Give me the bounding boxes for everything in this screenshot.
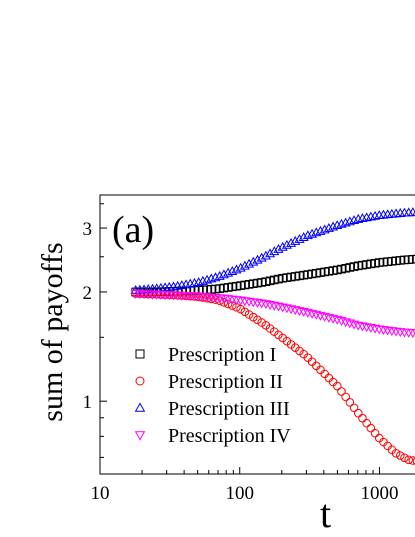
legend-marker — [134, 431, 146, 441]
panel-label: (a) — [112, 209, 154, 251]
data-point — [223, 299, 233, 309]
data-point — [408, 456, 415, 465]
legend-label: Prescription III — [168, 398, 290, 420]
data-point — [332, 315, 343, 325]
data-point — [353, 408, 363, 418]
legend-marker — [135, 349, 145, 359]
series-4 — [130, 289, 415, 339]
data-point — [404, 455, 413, 465]
data-point — [302, 230, 313, 240]
data-point — [336, 317, 347, 326]
data-point — [248, 256, 259, 266]
y-tick-label: 1 — [83, 392, 93, 413]
data-point — [197, 275, 208, 285]
data-point — [286, 237, 297, 247]
data-point — [323, 222, 334, 232]
data-point — [202, 274, 213, 284]
data-point — [193, 277, 204, 287]
data-point — [395, 451, 405, 460]
data-point — [341, 392, 350, 402]
legend-label: Prescription II — [168, 371, 283, 393]
data-point — [349, 320, 360, 330]
data-point — [344, 216, 355, 226]
data-point — [345, 398, 355, 407]
y-axis-title: sum of payoffs — [36, 242, 69, 421]
data-point — [319, 224, 330, 234]
data-point — [340, 318, 351, 328]
x-tick-label: 100 — [225, 483, 254, 504]
data-point — [315, 225, 326, 235]
data-point — [332, 381, 342, 391]
data-point — [235, 262, 246, 272]
data-point — [218, 269, 229, 279]
data-point — [320, 369, 329, 379]
legend: Prescription I Prescription II Prescriptio… — [134, 344, 291, 447]
data-point — [277, 241, 288, 251]
data-point — [294, 233, 305, 243]
data-points — [130, 207, 415, 465]
data-point — [366, 423, 376, 433]
data-point — [231, 264, 242, 274]
data-point — [265, 248, 276, 258]
data-point — [223, 267, 234, 277]
data-point — [412, 254, 415, 264]
axis-ticks: 10 100 1000 1 2 3 — [83, 203, 398, 504]
data-point — [257, 318, 266, 327]
legend-marker — [134, 402, 146, 412]
data-point — [214, 270, 225, 280]
series-3 — [130, 207, 415, 294]
legend-label: Prescription IV — [168, 425, 291, 447]
data-point — [370, 428, 380, 438]
data-point — [239, 260, 250, 270]
x-tick-label: 1000 — [360, 483, 398, 504]
data-point — [227, 301, 237, 310]
data-point — [311, 361, 321, 371]
data-point — [256, 252, 267, 262]
data-point — [211, 295, 220, 304]
data-point — [227, 266, 238, 275]
data-point — [273, 243, 284, 253]
x-tick-label: 10 — [91, 483, 110, 504]
data-point — [281, 239, 292, 249]
y-tick-label: 3 — [83, 219, 93, 240]
data-point — [307, 228, 318, 238]
data-point — [391, 449, 401, 458]
data-point — [349, 215, 360, 225]
data-point — [412, 457, 415, 465]
data-point — [344, 319, 355, 329]
data-point — [260, 250, 271, 260]
x-axis-title: t — [320, 491, 331, 536]
data-point — [210, 272, 221, 282]
data-point — [248, 312, 258, 322]
data-point — [240, 307, 250, 317]
data-point — [244, 258, 255, 268]
data-point — [340, 217, 351, 227]
data-point — [298, 232, 309, 241]
data-point — [244, 310, 254, 319]
data-point — [324, 373, 334, 383]
data-point — [253, 315, 262, 325]
data-point — [328, 221, 339, 231]
data-point — [358, 413, 367, 423]
y-tick-label: 2 — [83, 283, 93, 304]
data-point — [206, 273, 217, 283]
data-point — [252, 254, 263, 264]
legend-label: Prescription I — [168, 344, 276, 366]
data-point — [362, 418, 371, 428]
data-point — [349, 403, 359, 413]
data-point — [316, 365, 325, 375]
data-point — [328, 377, 338, 387]
data-point — [337, 387, 346, 396]
data-point — [336, 218, 347, 228]
plot-frame — [99, 194, 415, 475]
data-point — [400, 453, 409, 463]
data-point — [269, 246, 280, 256]
data-point — [307, 357, 317, 367]
series-2 — [131, 289, 415, 465]
data-point — [311, 227, 322, 237]
data-point — [290, 235, 301, 245]
data-point — [332, 220, 343, 230]
legend-marker — [135, 376, 145, 386]
